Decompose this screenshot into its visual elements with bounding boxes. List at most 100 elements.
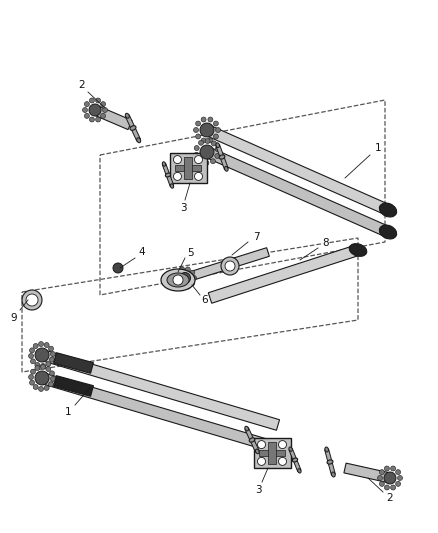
Ellipse shape — [349, 244, 367, 256]
Circle shape — [49, 371, 54, 376]
Circle shape — [46, 361, 51, 367]
Ellipse shape — [167, 273, 189, 287]
Ellipse shape — [289, 447, 292, 451]
Circle shape — [204, 160, 209, 165]
Circle shape — [398, 475, 403, 481]
Circle shape — [196, 121, 201, 126]
Circle shape — [50, 376, 56, 382]
Circle shape — [50, 352, 56, 357]
Circle shape — [215, 127, 220, 133]
Polygon shape — [184, 157, 192, 179]
Text: 2: 2 — [79, 80, 85, 90]
Text: 1: 1 — [374, 143, 381, 153]
Polygon shape — [53, 353, 93, 373]
Polygon shape — [162, 164, 170, 175]
Circle shape — [208, 138, 213, 143]
Circle shape — [385, 485, 389, 490]
Circle shape — [49, 382, 53, 387]
Text: 8: 8 — [323, 238, 329, 248]
Circle shape — [258, 441, 265, 449]
Ellipse shape — [332, 472, 335, 477]
Text: 6: 6 — [201, 295, 208, 305]
Ellipse shape — [293, 458, 298, 462]
Circle shape — [173, 156, 181, 164]
Polygon shape — [125, 115, 135, 129]
Circle shape — [201, 117, 206, 122]
Circle shape — [29, 348, 35, 353]
Circle shape — [113, 263, 123, 273]
Circle shape — [39, 342, 43, 346]
Ellipse shape — [327, 460, 333, 464]
Polygon shape — [289, 448, 297, 461]
Circle shape — [180, 284, 185, 289]
Polygon shape — [131, 127, 141, 141]
Circle shape — [180, 272, 191, 284]
Polygon shape — [220, 156, 228, 169]
Polygon shape — [40, 373, 279, 453]
Circle shape — [258, 457, 265, 465]
Ellipse shape — [245, 426, 248, 431]
Circle shape — [44, 343, 49, 348]
Circle shape — [89, 117, 95, 122]
Polygon shape — [184, 248, 269, 282]
Text: 1: 1 — [65, 407, 71, 417]
Circle shape — [40, 365, 46, 369]
Circle shape — [33, 384, 38, 390]
Polygon shape — [245, 428, 254, 441]
Polygon shape — [325, 449, 332, 463]
Circle shape — [49, 357, 54, 362]
Circle shape — [279, 441, 286, 449]
Circle shape — [173, 275, 183, 285]
Polygon shape — [259, 450, 285, 456]
FancyBboxPatch shape — [254, 438, 290, 468]
Ellipse shape — [255, 449, 259, 454]
Polygon shape — [166, 174, 174, 187]
Circle shape — [85, 102, 89, 107]
Polygon shape — [344, 463, 391, 483]
Text: 7: 7 — [253, 232, 259, 242]
Polygon shape — [208, 245, 360, 303]
Circle shape — [194, 127, 198, 133]
Circle shape — [82, 108, 88, 112]
Circle shape — [379, 470, 385, 474]
Text: 9: 9 — [11, 313, 18, 323]
Ellipse shape — [125, 113, 129, 118]
Circle shape — [194, 152, 199, 157]
Ellipse shape — [379, 225, 397, 239]
Circle shape — [31, 369, 35, 374]
Circle shape — [89, 104, 101, 116]
Circle shape — [196, 134, 201, 139]
Circle shape — [185, 284, 190, 289]
Polygon shape — [93, 106, 132, 130]
Ellipse shape — [216, 143, 219, 148]
Polygon shape — [293, 459, 301, 472]
Polygon shape — [205, 147, 390, 237]
FancyBboxPatch shape — [170, 153, 206, 183]
Circle shape — [225, 261, 235, 271]
Polygon shape — [250, 439, 259, 452]
Circle shape — [26, 294, 38, 306]
Circle shape — [46, 367, 51, 372]
Ellipse shape — [379, 203, 397, 217]
Circle shape — [396, 470, 401, 474]
Circle shape — [194, 156, 202, 164]
Circle shape — [378, 475, 382, 481]
Circle shape — [200, 123, 214, 137]
Circle shape — [28, 353, 34, 359]
Circle shape — [180, 267, 185, 272]
Ellipse shape — [137, 138, 141, 143]
Circle shape — [101, 114, 106, 118]
Circle shape — [221, 257, 239, 275]
Circle shape — [213, 121, 219, 126]
Circle shape — [385, 466, 389, 471]
Polygon shape — [328, 462, 336, 475]
Ellipse shape — [219, 155, 225, 159]
Circle shape — [391, 485, 396, 490]
Circle shape — [173, 172, 181, 180]
Ellipse shape — [170, 184, 174, 188]
Circle shape — [208, 117, 213, 122]
Polygon shape — [216, 144, 224, 158]
Circle shape — [89, 98, 95, 103]
Circle shape — [215, 154, 220, 158]
Ellipse shape — [325, 447, 328, 452]
